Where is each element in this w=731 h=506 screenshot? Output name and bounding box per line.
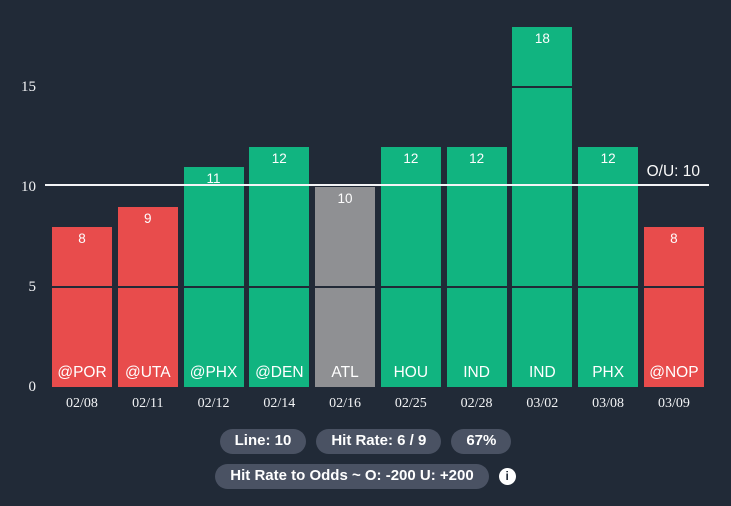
hit-rate-chart: 0 5 10 15 8 @POR 9 @UTA 11 @PHX 12 @DEN 10 ATL 12 HOU 1… (21, 0, 709, 412)
gridline (45, 286, 709, 288)
odds-badge-row: Hit Rate to Odds ~ O: -200 U: +200 i (0, 464, 731, 489)
game-bar[interactable]: 8 @NOP (643, 227, 704, 387)
bar-value-label: 18 (534, 31, 550, 46)
gridline (45, 86, 709, 88)
bar-value-label: 11 (206, 171, 221, 186)
bar-team-label: @NOP (649, 364, 699, 381)
bar-team-label: IND (529, 364, 556, 381)
date-axis: 02/08 02/11 02/12 02/14 02/16 02/25 02/28 03/02… (52, 396, 704, 412)
line-badge: Line: 10 (219, 429, 307, 454)
game-bar[interactable]: 12 HOU (380, 147, 441, 387)
date-label: 02/14 (263, 396, 296, 411)
hit-rate-percent-badge: 67% (451, 429, 512, 454)
game-bar[interactable]: 12 @DEN (249, 147, 310, 387)
date-label: 02/08 (66, 396, 98, 411)
bar-team-label: IND (463, 364, 490, 381)
game-bar[interactable]: 12 PHX (578, 147, 639, 387)
bar-team-label: @PHX (189, 364, 238, 381)
date-label: 02/25 (394, 396, 427, 411)
date-label: 03/08 (592, 396, 625, 411)
bar-value-label: 12 (469, 151, 485, 166)
bar-team-label: PHX (592, 364, 625, 381)
bar-value-label: 8 (670, 231, 678, 246)
odds-badge: Hit Rate to Odds ~ O: -200 U: +200 (215, 464, 489, 489)
date-label: 02/12 (197, 396, 230, 411)
date-label: 02/16 (329, 396, 361, 411)
bar-team-label: @UTA (124, 364, 171, 381)
stats-badge-row: Line: 10 Hit Rate: 6 / 9 67% (0, 429, 731, 454)
y-axis-tick: 5 (28, 279, 37, 295)
bar-value-label: 8 (78, 231, 86, 246)
bar-team-label: HOU (393, 364, 429, 381)
date-label: 02/11 (132, 396, 164, 411)
game-bar[interactable]: 9 @UTA (117, 207, 178, 387)
bars-row: 8 @POR 9 @UTA 11 @PHX 12 @DEN 10 ATL 12 HOU 12 IND 18 I… (52, 0, 704, 387)
game-bar[interactable]: 11 @PHX (183, 167, 244, 387)
bar-value-label: 12 (271, 151, 287, 166)
over-under-label: O/U: 10 (646, 163, 700, 180)
y-axis-tick: 15 (21, 79, 36, 95)
bar-team-label: ATL (331, 364, 359, 381)
game-bar[interactable]: 8 @POR (52, 227, 112, 387)
chart-footer: Line: 10 Hit Rate: 6 / 9 67% Hit Rate to… (0, 429, 731, 499)
date-label: 03/02 (526, 396, 559, 411)
hit-rate-badge: Hit Rate: 6 / 9 (316, 429, 442, 454)
bar-team-label: @POR (57, 364, 107, 381)
over-under-line (45, 184, 709, 187)
y-axis-tick: 10 (21, 179, 36, 195)
bar-value-label: 12 (403, 151, 419, 166)
bar-value-label: 10 (337, 191, 353, 206)
bar-team-label: @DEN (255, 364, 304, 381)
date-label: 03/09 (657, 396, 690, 411)
game-bar[interactable]: 12 IND (446, 147, 507, 387)
bar-value-label: 9 (144, 211, 152, 226)
info-icon[interactable]: i (498, 468, 516, 485)
y-axis-tick: 0 (28, 379, 37, 395)
date-label: 02/28 (460, 396, 493, 411)
bar-value-label: 12 (600, 151, 616, 166)
game-bar[interactable]: 18 IND (512, 27, 573, 387)
